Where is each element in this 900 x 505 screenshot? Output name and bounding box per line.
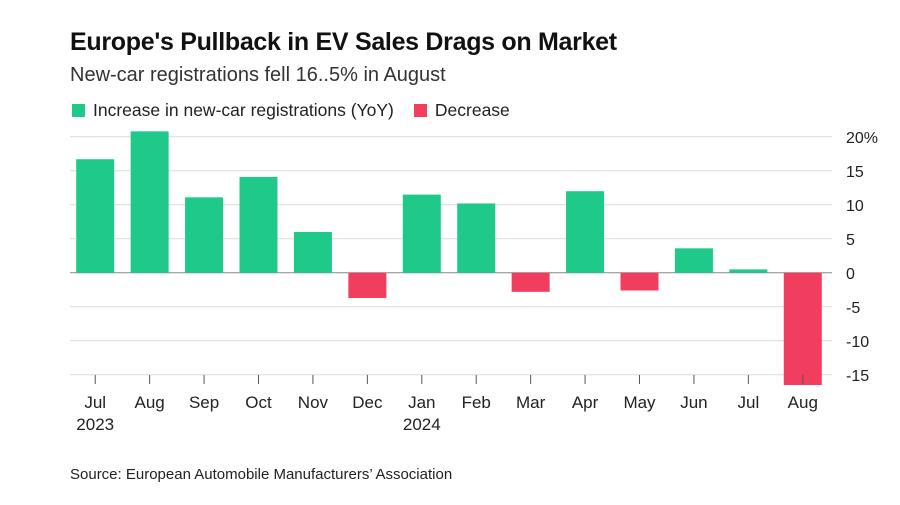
bar xyxy=(348,272,387,298)
legend-item-increase: Increase in new-car registrations (YoY) xyxy=(72,100,394,121)
chart-title: Europe's Pullback in EV Sales Drags on M… xyxy=(70,28,617,56)
x-tick-label: Nov xyxy=(298,393,329,412)
x-tick-label: Jan xyxy=(408,393,435,412)
x-tick-label: Oct xyxy=(245,393,272,412)
bar xyxy=(729,269,768,273)
bar xyxy=(239,176,278,273)
bar xyxy=(783,272,822,385)
x-tick-label: Feb xyxy=(462,393,491,412)
bar xyxy=(76,159,115,273)
x-year-label: 2024 xyxy=(403,415,441,434)
legend-label-increase: Increase in new-car registrations (YoY) xyxy=(93,100,394,120)
y-tick-label: 0 xyxy=(846,266,855,283)
x-tick-label: May xyxy=(623,393,656,412)
x-tick-label: Jul xyxy=(84,393,106,412)
legend-swatch-decrease xyxy=(413,104,427,117)
y-tick-label: 15 xyxy=(846,164,864,181)
bar xyxy=(402,194,441,273)
bar xyxy=(566,191,605,273)
y-tick-label: -10 xyxy=(846,334,869,351)
y-tick-label: -15 xyxy=(846,368,869,385)
bar xyxy=(130,131,169,273)
source-note: Source: European Automobile Manufacturer… xyxy=(70,466,453,483)
bar xyxy=(185,197,224,273)
x-tick-label: Jul xyxy=(737,393,759,412)
legend-item-decrease: Decrease xyxy=(413,100,510,121)
x-year-label: 2023 xyxy=(76,415,114,434)
bar xyxy=(511,272,550,292)
legend: Increase in new-car registrations (YoY) … xyxy=(72,100,530,121)
x-tick-label: Aug xyxy=(135,393,165,412)
bar xyxy=(674,248,713,273)
x-tick-label: Apr xyxy=(572,393,599,412)
chart-subtitle: New-car registrations fell 16..5% in Aug… xyxy=(70,64,446,86)
y-tick-label: -5 xyxy=(846,300,860,317)
x-tick-label: Aug xyxy=(788,393,818,412)
y-tick-label: 20% xyxy=(846,130,878,147)
y-tick-label: 5 xyxy=(846,232,855,249)
legend-swatch-increase xyxy=(72,104,85,117)
y-tick-label: 10 xyxy=(846,198,864,215)
bar xyxy=(457,203,496,273)
x-tick-label: Sep xyxy=(189,393,219,412)
x-tick-label: Jun xyxy=(680,393,707,412)
bar xyxy=(293,232,332,273)
bar xyxy=(620,272,659,291)
x-tick-label: Mar xyxy=(516,393,546,412)
legend-label-decrease: Decrease xyxy=(434,100,510,120)
x-tick-label: Dec xyxy=(352,393,383,412)
